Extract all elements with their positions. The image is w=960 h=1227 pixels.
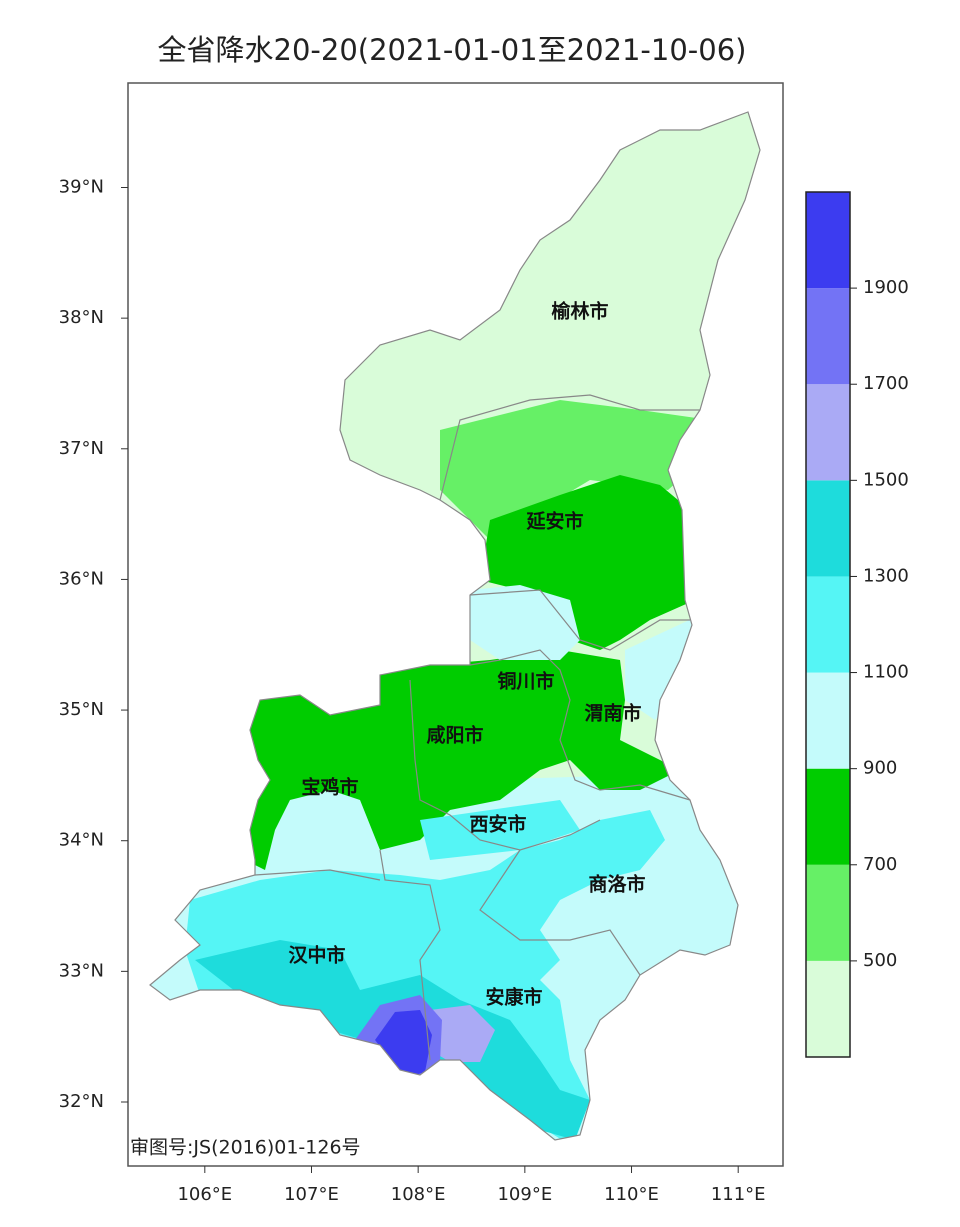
x-tick-label: 108°E — [391, 1184, 446, 1205]
city-label: 榆林市 — [551, 300, 608, 323]
colorbar-tick-label: 1300 — [863, 565, 909, 586]
y-tick-label: 33°N — [59, 960, 104, 981]
y-tick-label: 37°N — [59, 438, 104, 459]
city-label: 渭南市 — [584, 702, 641, 725]
x-tick-label: 106°E — [177, 1184, 232, 1205]
city-label: 宝鸡市 — [301, 776, 358, 799]
colorbar-frame — [805, 191, 851, 1058]
zone — [185, 810, 665, 1140]
zone — [420, 800, 580, 860]
colorbar-band — [806, 960, 850, 1057]
x-tick-label: 111°E — [711, 1184, 766, 1205]
colorbar-band — [806, 192, 850, 289]
zone — [480, 475, 695, 650]
city-label: 汉中市 — [288, 944, 345, 967]
y-tick-label: 32°N — [59, 1091, 104, 1112]
map-title: 全省降水20-20(2021-01-01至2021-10-06) — [158, 33, 747, 67]
zone — [375, 1010, 432, 1078]
colorbar-tick-label: 900 — [863, 758, 897, 779]
colorbar-band — [806, 864, 850, 961]
colorbar-tick-label: 500 — [863, 950, 897, 971]
city-label: 安康市 — [485, 986, 542, 1009]
city-label: 咸阳市 — [426, 724, 483, 747]
colorbar-band — [806, 768, 850, 865]
city-label: 商洛市 — [588, 873, 645, 896]
colorbar-band — [806, 672, 850, 769]
y-tick-label: 35°N — [59, 699, 104, 720]
colorbar-band — [806, 288, 850, 385]
footnote: 审图号:JS(2016)01-126号 — [130, 1137, 361, 1159]
city-label: 西安市 — [469, 813, 526, 836]
colorbar-tick-label: 700 — [863, 854, 897, 875]
axes: 106°E 107°E 108°E 109°E 110°E 111°E 32°N 33°N 34… — [59, 177, 766, 1205]
y-tick-label: 36°N — [59, 568, 104, 589]
zone — [245, 650, 680, 870]
zone — [625, 615, 700, 720]
colorbar-tick-label: 1700 — [863, 373, 909, 394]
city-label: 铜川市 — [497, 670, 554, 693]
x-tick-label: 110°E — [604, 1184, 659, 1205]
colorbar-tick-label: 1500 — [863, 469, 909, 490]
city-label: 延安市 — [525, 510, 583, 533]
city-labels: 榆林市 延安市 铜川市 渭南市 咸阳市 宝鸡市 西安市 商洛市 汉中市 安康市 — [288, 300, 645, 1009]
x-tick-label: 109°E — [497, 1184, 552, 1205]
zone — [430, 1005, 495, 1062]
city-borders — [254, 394, 700, 1061]
colorbar-band — [806, 480, 850, 577]
zone — [470, 585, 580, 660]
colorbar-band — [806, 576, 850, 673]
colorbar-tick-label: 1100 — [863, 662, 909, 683]
x-tick-label: 107°E — [284, 1184, 339, 1205]
zone — [440, 400, 710, 540]
colorbar-tick-label: 1900 — [863, 277, 909, 298]
y-tick-label: 38°N — [59, 307, 104, 328]
y-tick-label: 34°N — [59, 830, 104, 851]
colorbar-band — [806, 384, 850, 481]
colorbar: 500 700 900 1100 1300 1500 1700 1900 — [805, 191, 909, 1058]
y-tick-label: 39°N — [59, 177, 104, 198]
